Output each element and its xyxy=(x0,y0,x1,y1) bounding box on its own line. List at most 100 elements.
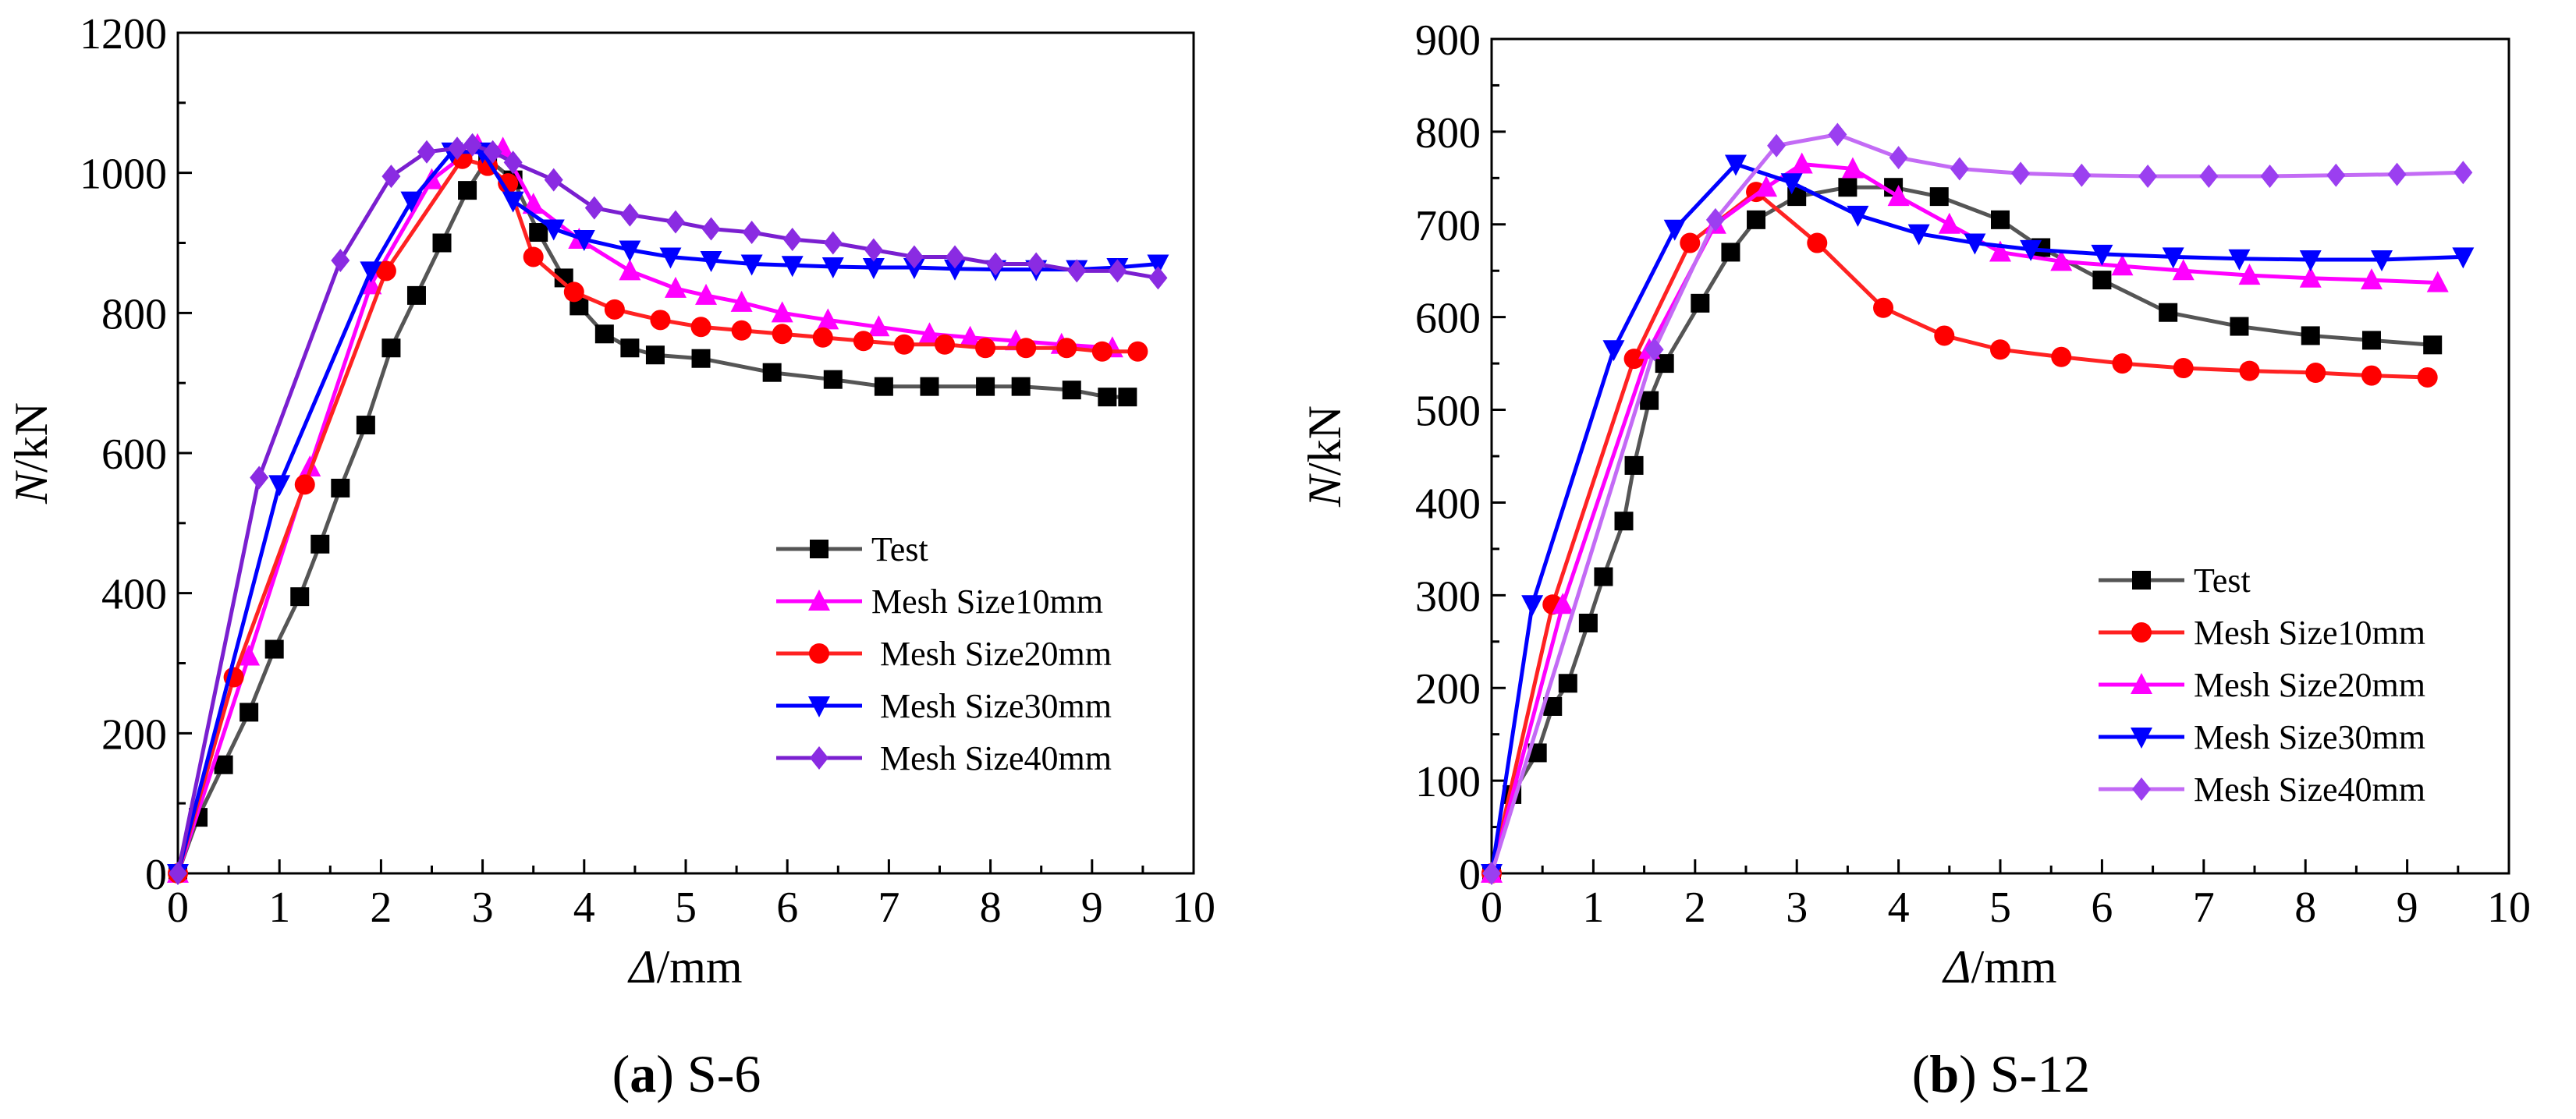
chart-0-series-0-point xyxy=(1062,381,1081,400)
chart-0-series-3-point xyxy=(700,250,722,272)
chart-1-series-3-point xyxy=(1780,173,1803,195)
chart-1-series-0-point xyxy=(2301,326,2320,345)
chart-1-series-4-point xyxy=(2199,164,2219,188)
chart-a-s6: 0 1 2 3 4 5 6 7 8 9 10 0 200 400 600 800 1000 1200 Δ/mm N/k… xyxy=(5,10,1215,1103)
chart-1-series-3-point xyxy=(2162,247,2184,269)
chart-0-series-4-point xyxy=(381,165,401,189)
chart-0-x-tick-label: 8 xyxy=(980,884,1002,932)
chart-0-series-3-point xyxy=(1147,254,1169,276)
chart-1-legend-marker xyxy=(2131,673,2152,694)
chart-0-y-tick-label: 1000 xyxy=(80,150,167,199)
chart-1-x-tick-label: 1 xyxy=(1582,884,1604,932)
chart-0-series-4-point xyxy=(823,231,843,255)
chart-1-caption-letter: b xyxy=(1929,1044,1959,1103)
chart-0-x-tick-label: 0 xyxy=(167,884,189,932)
chart-1-series-3-point xyxy=(1964,233,1986,255)
chart-1-series-2-point xyxy=(1790,152,1813,174)
chart-0-series-0-point xyxy=(356,416,375,435)
chart-1-series-0-point xyxy=(1691,293,1710,313)
chart-0-legend-marker xyxy=(810,540,829,558)
chart-0-series-2-point xyxy=(893,334,914,355)
chart-0-y-tick-label: 0 xyxy=(145,851,167,899)
chart-1-series-1-point xyxy=(1680,232,1701,253)
chart-0-series-0-point xyxy=(240,703,259,722)
chart-0-series-2-point xyxy=(975,338,996,359)
chart-1-series-4 xyxy=(1482,122,2473,885)
chart-0-series-0-point xyxy=(645,345,665,365)
chart-0-series-2-point xyxy=(690,317,711,338)
chart-0-series-4-point xyxy=(701,217,721,241)
chart-0-series-0-point xyxy=(1011,377,1031,396)
chart-1-series-0-line xyxy=(1489,185,2433,874)
chart-1-series-0-point xyxy=(1594,567,1613,586)
chart-0-series-1-point xyxy=(695,283,718,305)
chart-1-series-3-point xyxy=(1847,205,1869,227)
chart-0-legend-marker xyxy=(810,746,829,770)
chart-0-series-1-point xyxy=(360,273,382,295)
chart-1-x-tick-label: 8 xyxy=(2294,884,2316,932)
chart-1-series-1-line xyxy=(1489,189,2428,874)
chart-1-x-tick-label: 0 xyxy=(1481,884,1503,932)
chart-0-series-1-point xyxy=(238,644,261,666)
chart-0-series-4-point xyxy=(250,466,269,490)
chart-0-series-2-point xyxy=(1016,338,1037,359)
chart-1-series-0-point xyxy=(1838,178,1857,197)
chart-1-y-tick-label: 900 xyxy=(1415,16,1481,65)
chart-1-series-4-point xyxy=(2454,161,2473,185)
chart-0-series-2-point xyxy=(731,320,752,341)
chart-0-series-3 xyxy=(167,142,1169,885)
chart-1-series-0-point xyxy=(1578,614,1598,632)
chart-0-series-2-point xyxy=(375,260,396,282)
chart-0-series-0-point xyxy=(620,338,640,358)
chart-1-series-4-point xyxy=(1482,862,1501,885)
chart-0-series-3-point xyxy=(573,230,595,252)
chart-0-x-axis-symbol: Δ xyxy=(627,941,656,993)
chart-0-series-4-point xyxy=(665,210,685,234)
chart-1-series-2-point xyxy=(1755,175,1778,197)
chart-1-series-2-point xyxy=(1887,185,1910,207)
chart-0-series-4-point xyxy=(544,168,563,192)
chart-1-series-1-point xyxy=(1873,297,1894,318)
chart-0-series-4-point xyxy=(864,238,883,262)
chart-1-series-3-point xyxy=(2452,247,2475,269)
chart-0-series-2-point xyxy=(935,334,956,355)
chart-1-series-3-line xyxy=(1489,162,2464,874)
chart-0-series-4-point xyxy=(1108,259,1127,283)
chart-0-caption-open: ( xyxy=(612,1044,630,1103)
chart-1-series-4-point xyxy=(2011,161,2031,186)
chart-1-series-0 xyxy=(1482,178,2443,883)
chart-1-caption-title: S-12 xyxy=(1990,1044,2090,1103)
chart-1-x-tick-label: 6 xyxy=(2091,884,2113,932)
chart-0-x-tick-label: 10 xyxy=(1172,884,1215,932)
chart-1-legend-marker xyxy=(2131,622,2152,643)
chart-1-y-axis-unit: /kN xyxy=(1299,405,1350,476)
chart-0-series-1-point xyxy=(771,301,793,323)
chart-0-series-0-point xyxy=(920,377,939,396)
chart-0-x-tick-label: 7 xyxy=(878,884,899,932)
chart-1-caption-open: ( xyxy=(1912,1044,1930,1103)
chart-1-series-0-point xyxy=(2159,303,2178,322)
chart-1-series-1-point xyxy=(2305,363,2326,383)
chart-1-x-tick-label: 2 xyxy=(1684,884,1706,932)
chart-0-series-4-point xyxy=(483,140,502,164)
chart-0-series-0-point xyxy=(381,338,401,358)
chart-0-legend: Test Mesh Size10mm Mesh Size20mm Mesh Siz… xyxy=(776,530,1112,777)
chart-1-series-1-point xyxy=(2361,365,2382,386)
chart-1-series-0-point xyxy=(2423,335,2443,355)
chart-0-series-2-point xyxy=(294,474,315,495)
chart-1-x-tick-label: 3 xyxy=(1786,884,1808,932)
chart-1-y-tick-label: 600 xyxy=(1415,295,1481,343)
chart-0-series-4-point xyxy=(1148,266,1168,290)
chart-0-series-3-point xyxy=(502,191,524,213)
chart-0-caption: (a) S-6 xyxy=(612,1044,761,1103)
chart-0-series-3-point xyxy=(821,257,844,279)
chart-1-series-4-point xyxy=(1950,157,1969,181)
chart-1-x-tick-label: 5 xyxy=(1989,884,2011,932)
chart-1-legend-entry: Mesh Size40mm xyxy=(2194,770,2425,809)
chart-0-y-tick-label: 800 xyxy=(101,290,167,338)
chart-0-series-4-point xyxy=(584,196,604,220)
chart-1-series-0-point xyxy=(2092,271,2112,290)
chart-1-series-3-point xyxy=(2228,249,2251,271)
chart-0-series-0-point xyxy=(823,370,843,389)
chart-0-series-0-point xyxy=(691,349,711,368)
